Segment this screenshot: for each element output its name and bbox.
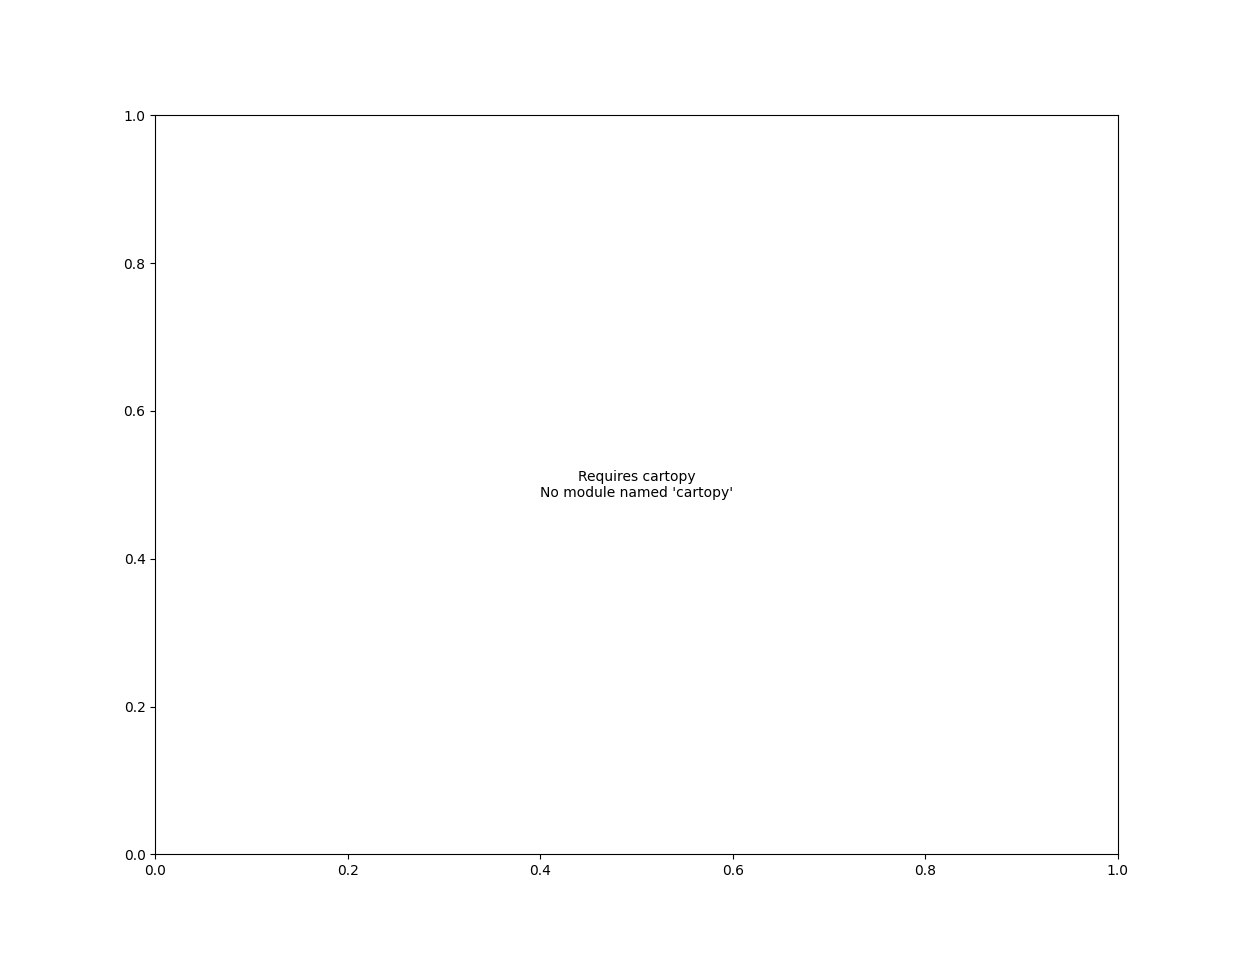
Text: Requires cartopy
No module named 'cartopy': Requires cartopy No module named 'cartop…: [540, 469, 733, 500]
